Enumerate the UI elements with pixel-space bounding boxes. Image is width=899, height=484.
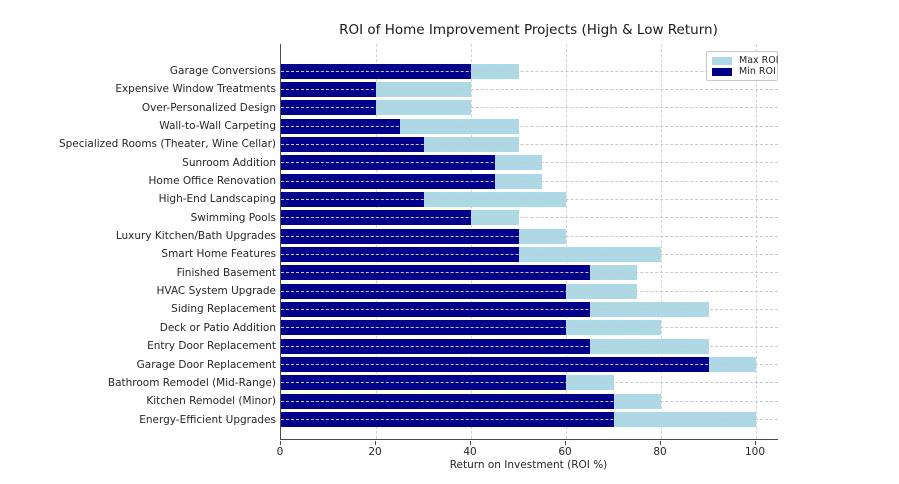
h-gridline — [281, 107, 778, 109]
x-tick-mark — [660, 440, 661, 445]
h-gridline — [281, 162, 778, 164]
y-tick-label: Luxury Kitchen/Bath Upgrades — [115, 230, 276, 243]
y-tick-label: Sunroom Addition — [182, 156, 276, 169]
h-gridline — [281, 88, 778, 90]
y-tick-label: Home Office Renovation — [148, 175, 276, 188]
x-tick-label: 0 — [276, 446, 284, 458]
v-gridline — [660, 44, 662, 439]
y-tick-label: Wall-to-Wall Carpeting — [159, 120, 276, 133]
x-tick-mark — [565, 440, 566, 445]
h-gridline — [281, 143, 778, 145]
y-tick-label: Finished Basement — [176, 266, 276, 279]
legend: Max ROI Min ROI — [706, 51, 779, 81]
h-gridline — [281, 400, 778, 402]
y-tick-label: Bathroom Remodel (Mid-Range) — [107, 376, 276, 389]
x-axis-label: Return on Investment (ROI %) — [449, 459, 608, 471]
y-tick-label: Over-Personalized Design — [141, 101, 276, 114]
x-tick-mark — [755, 440, 756, 445]
y-axis-labels: Garage Conversions Expensive Window Treat… — [0, 44, 276, 439]
x-tick-label: 100 — [744, 446, 766, 458]
y-tick-label: Swimming Pools — [190, 211, 276, 224]
y-tick-label: High-End Landscaping — [158, 193, 276, 206]
h-gridline — [281, 125, 778, 127]
legend-row: Max ROI — [707, 55, 779, 66]
y-tick-label: Kitchen Remodel (Minor) — [146, 395, 276, 408]
x-tick-mark — [470, 440, 471, 445]
h-gridline — [281, 345, 778, 347]
y-tick-label: Garage Door Replacement — [136, 358, 276, 371]
legend-swatch-min-roi — [712, 67, 732, 76]
x-tick-label: 40 — [463, 446, 477, 458]
h-gridline — [281, 198, 778, 200]
legend-row: Min ROI — [707, 66, 777, 77]
y-tick-label: Deck or Patio Addition — [159, 321, 276, 334]
v-gridline — [755, 44, 757, 439]
h-gridline — [281, 327, 778, 329]
x-tick-mark — [280, 440, 281, 445]
h-gridline — [281, 180, 778, 182]
h-gridline — [281, 253, 778, 255]
h-gridline — [281, 217, 778, 219]
x-tick-mark — [375, 440, 376, 445]
y-tick-label: Expensive Window Treatments — [115, 83, 276, 96]
x-tick-label: 20 — [368, 446, 382, 458]
h-gridline — [281, 419, 778, 421]
y-tick-label: Garage Conversions — [169, 65, 276, 77]
y-tick-label: Entry Door Replacement — [147, 340, 276, 353]
x-tick-label: 80 — [653, 446, 667, 458]
v-gridline — [565, 44, 567, 439]
h-gridline — [281, 364, 778, 366]
legend-label: Max ROI — [739, 55, 779, 66]
plot-area: Max ROI Min ROI — [280, 44, 779, 440]
y-tick-label: Energy-Efficient Upgrades — [139, 413, 276, 426]
h-gridline — [281, 308, 778, 310]
h-gridline — [281, 382, 778, 384]
y-tick-label: Siding Replacement — [171, 303, 276, 316]
legend-swatch-max-roi — [712, 56, 732, 65]
x-tick-label: 60 — [558, 446, 572, 458]
h-gridline — [281, 290, 778, 292]
y-tick-label: Smart Home Features — [161, 248, 276, 261]
h-gridline — [281, 70, 778, 72]
h-gridline — [281, 235, 778, 237]
h-gridline — [281, 272, 778, 274]
y-tick-label: Specialized Rooms (Theater, Wine Cellar) — [58, 138, 276, 151]
chart-title: ROI of Home Improvement Projects (High &… — [339, 22, 718, 38]
legend-label: Min ROI — [739, 66, 776, 77]
y-tick-label: HVAC System Upgrade — [156, 285, 276, 298]
